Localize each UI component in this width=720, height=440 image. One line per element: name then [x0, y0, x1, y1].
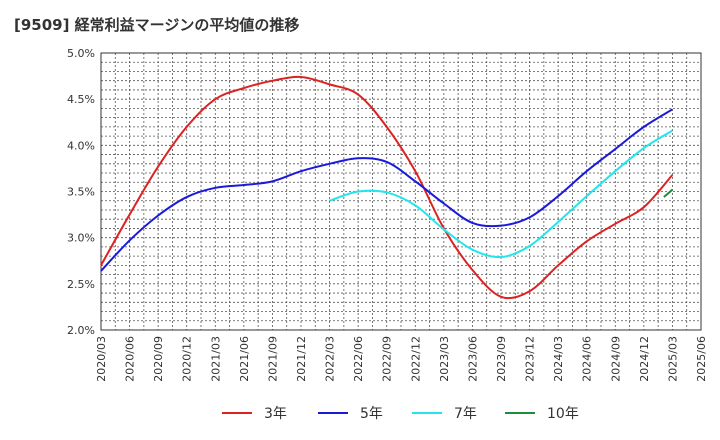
axis: [100, 52, 702, 331]
y-tick-label: 4.0%: [67, 139, 95, 152]
legend-label: 5年: [360, 406, 383, 422]
x-tick-label: 2024/03: [552, 336, 565, 382]
series-line-2: [329, 129, 673, 259]
legend: 3年 5年 7年 10年: [222, 406, 579, 422]
series-line-1: [100, 108, 673, 272]
y-tick-label: 3.5%: [67, 186, 95, 199]
x-tick-label: 2024/09: [609, 336, 622, 382]
x-tick-label: 2020/03: [95, 336, 108, 382]
legend-label: 7年: [454, 406, 477, 422]
x-tick-label: 2023/06: [466, 336, 479, 382]
series-lines: [100, 75, 674, 300]
x-tick-label: 2020/12: [181, 336, 194, 382]
x-tick-label: 2025/03: [666, 336, 679, 382]
x-tick-label: 2021/03: [209, 336, 222, 382]
x-tick-label: 2022/09: [381, 336, 394, 382]
y-tick-label: 3.0%: [67, 232, 95, 245]
legend-label: 10年: [547, 406, 579, 422]
y-tick-label: 2.0%: [67, 324, 95, 337]
x-tick-label: 2023/03: [438, 336, 451, 382]
x-tick-label: 2023/09: [495, 336, 508, 382]
plot-frame: [100, 52, 702, 331]
legend-label: 3年: [264, 406, 287, 422]
x-tick-label: 2021/06: [238, 336, 251, 382]
grid: [100, 52, 702, 331]
x-tick-label: 2020/09: [152, 336, 165, 382]
x-tick-label: 2024/12: [638, 336, 651, 382]
x-tick-label: 2023/12: [524, 336, 537, 382]
y-tick-label: 4.5%: [67, 93, 95, 106]
x-tick-label: 2022/06: [352, 336, 365, 382]
y-tick-label: 5.0%: [67, 47, 95, 60]
series-line-0: [100, 75, 674, 300]
chart-title: [9509] 経常利益マージンの平均値の推移: [14, 16, 300, 34]
y-tick-label: 2.5%: [67, 278, 95, 291]
x-ticks: 2020/03 2020/06 2020/09 2020/12 2021/03 2021/…: [95, 336, 708, 382]
x-tick-label: 2022/03: [324, 336, 337, 382]
x-tick-label: 2021/12: [295, 336, 308, 382]
series-line-3: [663, 188, 674, 198]
x-tick-label: 2025/06: [695, 336, 708, 382]
x-tick-label: 2024/06: [581, 336, 594, 382]
x-tick-label: 2021/09: [266, 336, 279, 382]
y-ticks: 2.0% 2.5% 3.0% 3.5% 4.0% 4.5% 5.0%: [67, 47, 95, 337]
x-tick-label: 2022/12: [409, 336, 422, 382]
x-tick-label: 2020/06: [124, 336, 137, 382]
